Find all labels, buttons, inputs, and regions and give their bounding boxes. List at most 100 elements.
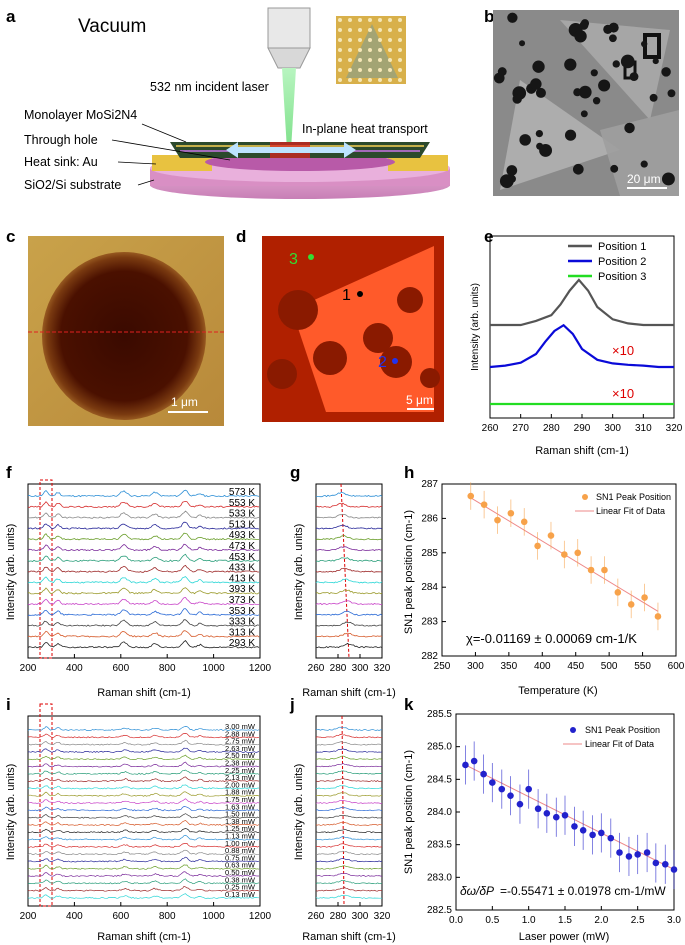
- chart-g-trace: [315, 502, 383, 508]
- inset-flake: [346, 24, 398, 78]
- panel-letter-d: d: [236, 227, 246, 246]
- chart-i-trace: [27, 813, 260, 819]
- sem-hole: [530, 78, 542, 90]
- x10-label-pos2: ×10: [612, 343, 634, 358]
- sem-hole: [579, 20, 589, 30]
- chart-f-trace: [28, 587, 260, 595]
- chart-h-data-point: [601, 566, 608, 574]
- sem-hole: [564, 129, 577, 141]
- chart-j-trace: [315, 872, 383, 877]
- chart-e-x-tick-label: 300: [604, 423, 621, 434]
- sem-hole: [610, 164, 619, 173]
- chart-f-x-tick-label: 800: [159, 663, 176, 674]
- chart-f-x-tick-label: 1000: [202, 663, 225, 674]
- chart-g-ylabel: Intensity (arb. units): [293, 524, 305, 621]
- chart-i-trace-label: 2.00 mW: [225, 780, 256, 789]
- chart-k-annotation: =-0.55471 ± 0.01978 cm-1/mW: [500, 884, 666, 898]
- marker-2-label: 2: [378, 354, 387, 371]
- chart-i-highlight-box: [39, 703, 53, 907]
- chart-i-trace-label: 0.13 mW: [225, 890, 256, 899]
- marker-1-label: 1: [342, 287, 351, 304]
- marker-3-label: 3: [289, 251, 298, 268]
- sem-hole: [598, 79, 611, 92]
- chart-f-frame: [27, 483, 261, 659]
- chart-k-data-point: [661, 860, 669, 868]
- chart-k-data-point: [607, 834, 615, 842]
- chart-j-trace: [315, 887, 383, 892]
- map-hole-2: [397, 287, 423, 313]
- chart-f: Intensity (arb. units) Raman shift (cm-1…: [5, 479, 272, 699]
- inset-hole-dot: [358, 78, 362, 82]
- inset-hole-dot: [358, 58, 362, 62]
- inset-hole-dot: [378, 18, 382, 22]
- chart-j-trace: [316, 785, 383, 790]
- sem-hole: [624, 122, 635, 134]
- chart-g-trace: [315, 621, 383, 627]
- chart-j-trace: [315, 734, 383, 739]
- chart-g-trace: [315, 589, 383, 595]
- chart-i-trace: [27, 885, 260, 892]
- chart-i-trace: [28, 791, 260, 797]
- chart-k-data-point: [634, 851, 641, 858]
- leader-substrate: [137, 179, 155, 186]
- chart-i-trace: [27, 784, 260, 790]
- chart-f-trace-label: 313 K: [229, 627, 255, 638]
- legend-k-marker: [570, 727, 576, 733]
- inset-hole-dot: [348, 58, 352, 62]
- chart-e-series-1: [490, 278, 674, 327]
- heat-arrow-right: [344, 142, 356, 158]
- legend-k-points: SN1 Peak Position: [585, 725, 660, 735]
- chart-k-data-point: [571, 823, 578, 830]
- chart-e-series-2: [489, 323, 674, 369]
- x10-label-pos3: ×10: [612, 386, 634, 401]
- inset-hole-dot: [368, 38, 372, 42]
- chart-j-x-tick-label: 320: [374, 911, 391, 922]
- chart-h-data-point: [534, 542, 541, 550]
- chart-i-trace: [27, 726, 260, 731]
- map-hole-3: [363, 323, 393, 353]
- chart-f-trace: [27, 543, 260, 552]
- panel-letter-g: g: [290, 463, 300, 482]
- chart-g-trace: [315, 524, 383, 530]
- chart-i-trace: [28, 739, 260, 746]
- inset-hole-dot: [348, 28, 352, 32]
- chart-j-x-tick-label: 260: [308, 911, 325, 922]
- chart-k-data-point: [507, 792, 514, 799]
- chart-i-trace-label: 0.75 mW: [225, 853, 256, 862]
- chart-k-data-point: [470, 757, 478, 765]
- chart-i-trace: [27, 843, 260, 848]
- chart-h-x-tick-label: 450: [567, 661, 584, 672]
- inset-hole-dot: [378, 28, 382, 32]
- map-hole-4: [313, 341, 347, 375]
- inset-hole-dot: [398, 78, 402, 82]
- chart-f-trace: [27, 608, 260, 616]
- panel-letter-i: i: [6, 695, 11, 714]
- chart-e-xlabel: Raman shift (cm-1): [535, 445, 629, 457]
- chart-i-trace-label: 2.38 mW: [225, 759, 256, 768]
- chart-i-trace-label: 2.50 mW: [225, 751, 256, 760]
- chart-i-trace-label: 2.75 mW: [225, 737, 256, 746]
- chart-h-legend: SN1 Peak Position Linear Fit of Data: [575, 492, 671, 516]
- chart-f-trace: [27, 489, 260, 498]
- afm-hole: [42, 252, 206, 420]
- substrate-label: SiO2/Si substrate: [24, 178, 121, 192]
- chart-g-trace: [315, 642, 383, 649]
- chart-g-trace: [315, 513, 383, 519]
- inset-hole-dot: [348, 68, 352, 72]
- chart-j-trace: [315, 821, 383, 826]
- chart-f-trace: [27, 521, 260, 530]
- chart-j-trace: [315, 741, 383, 746]
- inset-hole-dot: [388, 28, 392, 32]
- gold-left: [152, 155, 212, 171]
- sem-hole: [640, 160, 648, 168]
- sem-flake-2: [500, 80, 620, 190]
- chart-k-data-point: [498, 785, 506, 793]
- chart-i-ylabel: Intensity (arb. units): [5, 764, 17, 861]
- sem-hole: [574, 30, 587, 43]
- inset-hole-dot: [388, 68, 392, 72]
- chart-f-x-tick-label: 1200: [249, 663, 272, 674]
- chart-i-trace-label: 1.75 mW: [225, 795, 256, 804]
- sem-hole: [506, 165, 518, 176]
- inset-hole-dot: [348, 38, 352, 42]
- sem-hole: [519, 40, 526, 47]
